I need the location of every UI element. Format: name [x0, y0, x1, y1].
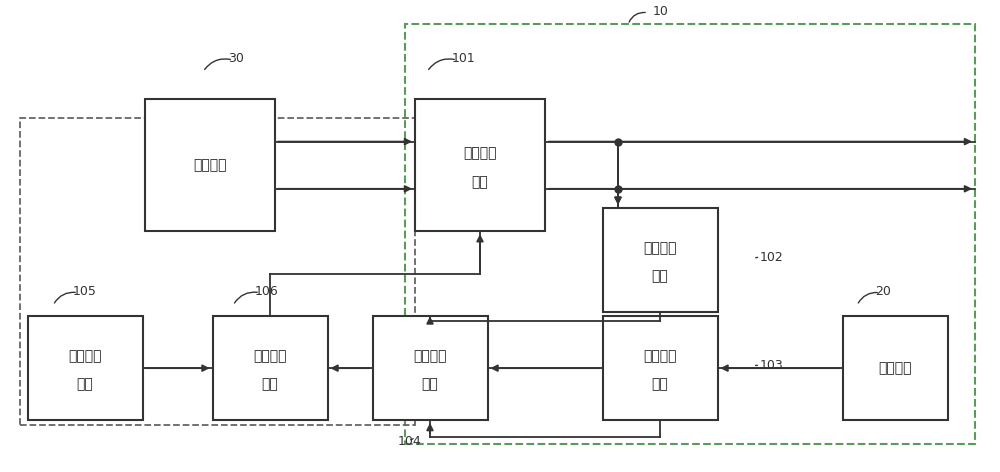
Bar [405, 24, 975, 444]
Text: 106: 106 [255, 285, 279, 298]
Text: 第一采样: 第一采样 [643, 241, 677, 255]
Bar [20, 118, 415, 425]
Text: 模块: 模块 [652, 378, 668, 392]
Bar [602, 208, 718, 312]
Text: 直流电源: 直流电源 [193, 158, 227, 172]
Text: 20: 20 [875, 285, 891, 298]
Text: 同步整流: 同步整流 [463, 146, 497, 160]
Text: 纹波处理: 纹波处理 [413, 349, 447, 363]
Text: 模块: 模块 [77, 378, 93, 392]
Text: 供电电源: 供电电源 [878, 361, 912, 375]
Text: 模块: 模块 [472, 175, 488, 189]
Text: 105: 105 [73, 285, 97, 298]
Text: 信号调制: 信号调制 [253, 349, 287, 363]
Bar [145, 99, 275, 231]
Bar [602, 316, 718, 420]
Text: 模块: 模块 [422, 378, 438, 392]
Text: 模块: 模块 [652, 269, 668, 283]
Text: 模块: 模块 [262, 378, 278, 392]
Text: 第二采集: 第二采集 [643, 349, 677, 363]
Bar [28, 316, 143, 420]
Text: 103: 103 [760, 359, 784, 372]
Text: 101: 101 [452, 52, 476, 65]
Text: 102: 102 [760, 251, 784, 263]
Text: 104: 104 [398, 435, 422, 447]
Text: 10: 10 [653, 5, 669, 18]
Bar [842, 316, 948, 420]
Text: 30: 30 [228, 52, 244, 65]
Text: 信号发生: 信号发生 [68, 349, 102, 363]
Bar [415, 99, 545, 231]
Bar [213, 316, 328, 420]
Bar [372, 316, 488, 420]
